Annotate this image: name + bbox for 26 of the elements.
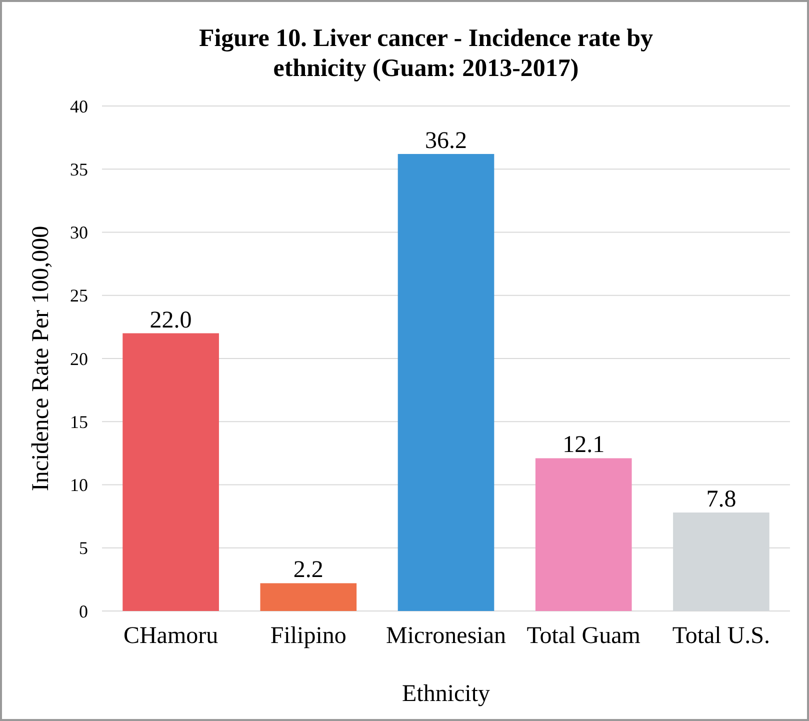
x-tick-label: CHamoru [123,623,218,649]
data-label: 36.2 [425,128,467,154]
bar [535,458,632,611]
chart-title: Figure 10. Liver cancer - Incidence rate by ethnicity (Guam: 2013-2017) [198,25,654,82]
y-tick-label: 10 [70,475,88,496]
data-label: 2.2 [293,557,324,584]
y-tick-label: 15 [70,412,88,432]
x-tick-label: Total Guam [526,623,641,649]
y-tick-label: 5 [79,538,88,558]
y-tick-label: 25 [70,286,88,306]
data-label: 22.0 [150,307,192,334]
x-tick-label: Micronesian [386,623,506,649]
y-axis-title: Incidence Rate Per 100,000 [28,226,54,492]
y-tick-label: 40 [70,96,88,116]
data-label: 12.1 [562,432,605,458]
x-tick-label: Filipino [270,623,346,649]
x-tick-label: Total U.S. [672,623,770,649]
bar [398,154,494,611]
data-label: 7.8 [706,486,736,513]
bar [122,333,219,611]
y-tick-label: 30 [70,222,88,243]
y-tick-label: 20 [70,348,88,369]
y-tick-label: 0 [79,601,88,622]
x-axis-title: Ethnicity [402,681,490,707]
y-tick-label: 35 [70,159,88,180]
bar [260,583,357,611]
